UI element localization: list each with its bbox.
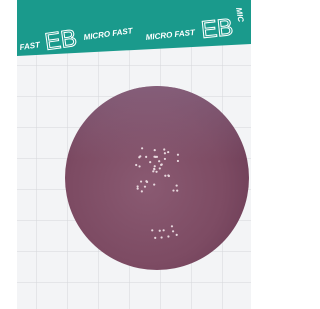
colony — [172, 189, 174, 191]
colony — [176, 184, 178, 186]
colony — [167, 235, 169, 237]
colony — [167, 151, 169, 153]
colony — [163, 148, 165, 150]
colony — [167, 174, 169, 176]
colony — [141, 190, 143, 192]
colony — [161, 236, 163, 238]
colony — [155, 156, 157, 158]
plate-photo: FAST EB MICRO FAST MICRO FAST EB MIC — [0, 0, 265, 309]
colony — [149, 161, 151, 163]
colony — [161, 163, 163, 165]
colony — [139, 155, 141, 157]
colony — [153, 168, 155, 170]
colony — [154, 165, 156, 167]
colony — [144, 186, 146, 188]
colony — [164, 158, 166, 160]
colony — [177, 154, 179, 156]
colony — [159, 230, 161, 232]
colony — [155, 171, 157, 173]
colony — [176, 234, 178, 236]
brand-logo: EB — [200, 14, 235, 44]
colony — [154, 237, 156, 239]
colony — [137, 188, 139, 190]
colony — [163, 229, 165, 231]
colony — [153, 183, 155, 185]
colony — [145, 180, 147, 182]
colony — [159, 167, 161, 169]
colony — [151, 229, 153, 231]
colony — [176, 190, 178, 192]
colony — [164, 152, 166, 154]
colony — [135, 164, 137, 166]
dish-shade — [65, 86, 249, 270]
brand-logo: EB — [43, 25, 78, 56]
colony — [154, 149, 156, 151]
colony — [140, 180, 142, 182]
colony — [177, 160, 179, 162]
colony — [137, 185, 139, 187]
colony — [152, 170, 154, 172]
page: FAST EB MICRO FAST MICRO FAST EB MIC (()… — [0, 0, 320, 309]
colony — [145, 156, 147, 158]
colony — [171, 225, 173, 227]
colony — [164, 175, 166, 177]
colony — [138, 165, 140, 167]
colony — [172, 230, 174, 232]
colony — [158, 160, 160, 162]
colony — [141, 147, 143, 149]
